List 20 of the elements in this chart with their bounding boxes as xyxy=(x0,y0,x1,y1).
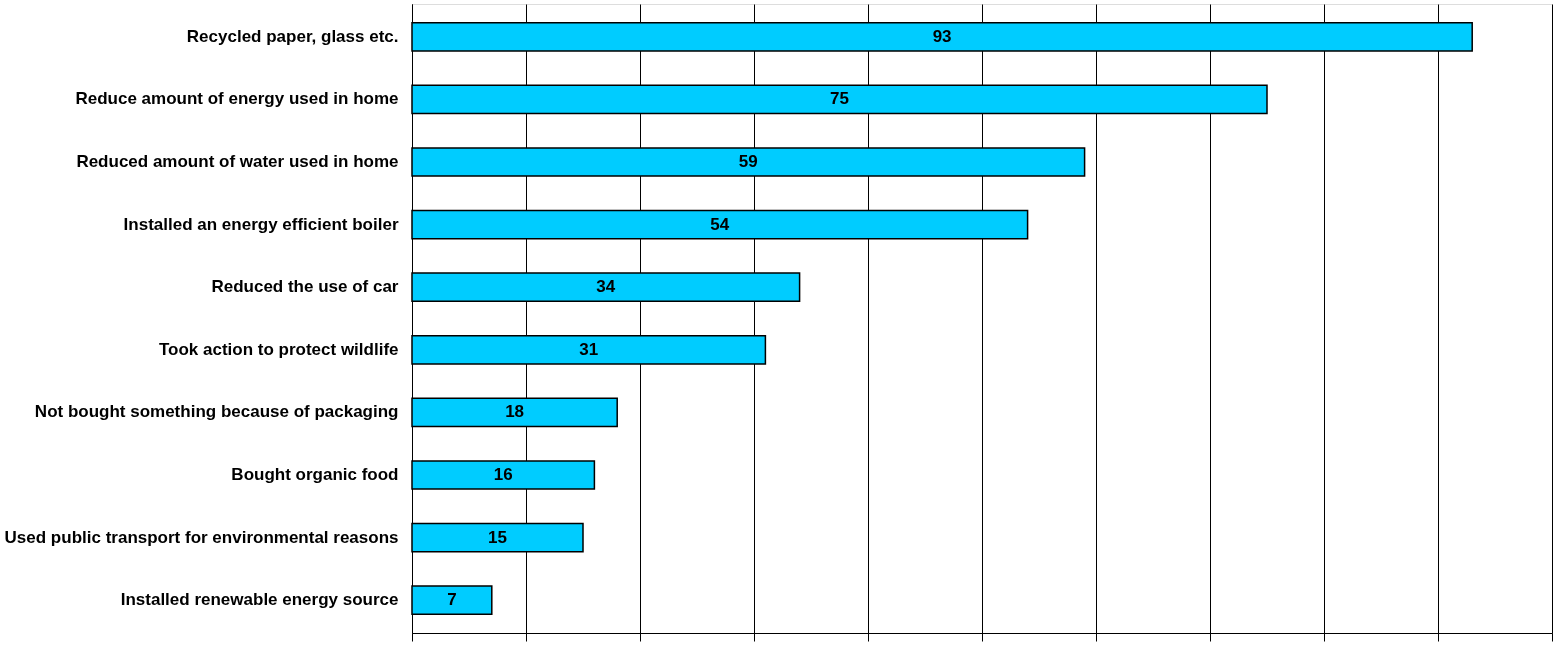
y-tick-label: Used public transport for environmental reasons xyxy=(4,527,399,547)
y-tick-label: Bought organic food xyxy=(231,464,399,484)
y-tick-label: Reduce amount of energy used in home xyxy=(75,89,399,109)
y-tick-label: Recycled paper, glass etc. xyxy=(186,26,399,46)
y-tick-label: Reduced amount of water used in home xyxy=(76,152,399,172)
y-tick-label: Not bought something because of packaging xyxy=(34,402,399,422)
data-label: 93 xyxy=(932,26,952,46)
data-label: 34 xyxy=(596,277,616,297)
data-label: 15 xyxy=(488,527,507,547)
data-label: 7 xyxy=(447,590,457,610)
data-label: 18 xyxy=(505,402,525,422)
y-tick-label: Reduced the use of car xyxy=(211,277,399,297)
y-tick-label: Installed an energy efficient boiler xyxy=(123,214,399,234)
data-label: 54 xyxy=(710,214,730,234)
y-tick-label: Took action to protect wildlife xyxy=(158,339,399,359)
y-tick-label: Installed renewable energy source xyxy=(120,590,399,610)
data-label: 75 xyxy=(830,89,849,109)
data-label: 59 xyxy=(738,152,758,172)
data-label: 31 xyxy=(579,339,599,359)
data-label: 16 xyxy=(493,464,513,484)
